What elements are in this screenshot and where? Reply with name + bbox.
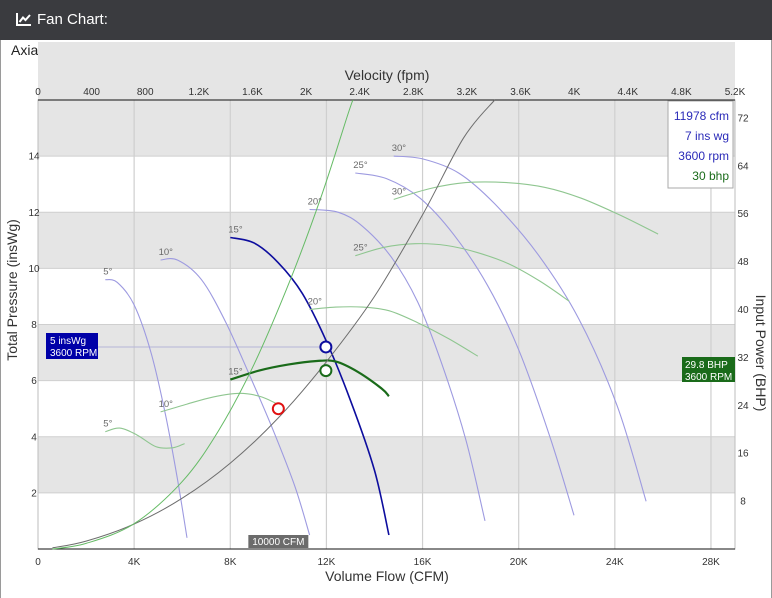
y-tick-label: 14 [28, 152, 40, 163]
x-tick-label: 0 [35, 557, 41, 568]
pressure-curve-label: 30° [392, 143, 407, 154]
duty-point [271, 402, 285, 416]
x2-tick-label: 4.8K [671, 87, 692, 98]
power-flag-line1: 29.8 BHP [685, 360, 728, 371]
pressure-curve [309, 208, 486, 522]
pressure-curve [355, 172, 575, 516]
power-curve-label: 25° [353, 243, 368, 254]
y-tick-label: 8 [31, 320, 37, 331]
x-tick-label: 12K [318, 557, 336, 568]
pressure-curve-label: 10° [159, 247, 174, 258]
power-curve [160, 392, 284, 413]
operating-power-point [319, 364, 333, 378]
y-tick-label: 12 [28, 208, 40, 219]
max_power-curve [52, 99, 354, 550]
y-tick-label: 10 [28, 264, 40, 275]
y2-tick-label: 64 [737, 161, 749, 172]
x-tick-label: 8K [224, 557, 237, 568]
x-tick-label: 4K [128, 557, 141, 568]
operating-pressure-point [319, 340, 333, 354]
power-curve-label: 5° [103, 419, 112, 430]
power-curve [355, 243, 570, 302]
system-curve [52, 99, 496, 549]
y-tick-label: 2 [31, 488, 37, 499]
velocity-axis-band [38, 42, 735, 100]
pressure-curve-label: 15° [228, 225, 243, 236]
info-inswg: 7 ins wg [685, 129, 729, 143]
chart-header: Fan Chart: [0, 0, 772, 40]
power-flag: 29.8 BHP 3600 RPM [682, 357, 735, 383]
y2-tick-label: 40 [737, 305, 749, 316]
x2-tick-label: 0 [35, 87, 41, 98]
pressure-flag-line2: 3600 RPM [50, 348, 97, 359]
header-title: Fan Chart: [37, 11, 108, 28]
y2-tick-label: 8 [740, 497, 746, 508]
y2-axis-label: Input Power (BHP) [753, 295, 769, 412]
grid-band [38, 324, 735, 381]
line-chart-icon [16, 13, 31, 26]
y-tick-label: 4 [31, 432, 37, 443]
info-rpm: 3600 rpm [678, 149, 729, 163]
y2-tick-label: 24 [737, 401, 749, 412]
power-curve-label: 10° [159, 399, 174, 410]
x-tick-label: 24K [606, 557, 624, 568]
x2-tick-label: 2.4K [349, 87, 370, 98]
x-tick-label: 28K [702, 557, 720, 568]
x2-axis-label: Velocity (fpm) [345, 67, 430, 83]
x2-tick-label: 4K [568, 87, 581, 98]
flow-flag-label: 10000 CFM [252, 537, 304, 548]
grid-band [38, 212, 735, 269]
y2-tick-label: 32 [737, 353, 749, 364]
x2-tick-label: 1.6K [242, 87, 263, 98]
pressure-curve [160, 257, 311, 536]
x-axis-label: Volume Flow (CFM) [325, 568, 449, 584]
pressure-curve-label: 20° [308, 196, 323, 207]
pressure-flag-line1: 5 insWg [50, 336, 86, 347]
x2-tick-label: 400 [83, 87, 100, 98]
pressure-curve [230, 236, 390, 536]
power-curve [393, 181, 659, 235]
y2-tick-label: 16 [737, 449, 749, 460]
power-flag-line2: 3600 RPM [685, 372, 732, 383]
y2-tick-label: 48 [737, 257, 749, 268]
pressure-curve-label: 25° [353, 160, 368, 171]
pressure-flag: 5 insWg 3600 RPM [46, 333, 98, 359]
panel-border-left [0, 40, 1, 598]
info-cfm: 11978 cfm [674, 109, 729, 123]
fan-chart: 5° 10° 15° 20° 25° 30° 5° 10° 20° 25° 30° 15° 0 4K 8K… [4, 42, 769, 584]
pressure-curve-label: 5° [103, 267, 112, 278]
x2-tick-label: 5.2K [725, 87, 746, 98]
x2-tick-label: 2K [300, 87, 313, 98]
power-curve [309, 306, 479, 357]
flow-flag: 10000 CFM [248, 535, 309, 548]
selected_power-curve-label: 15° [228, 367, 243, 378]
pressure-curve [393, 155, 647, 502]
x2-tick-label: 800 [137, 87, 154, 98]
x-tick-label: 20K [510, 557, 528, 568]
x2-tick-label: 3.6K [510, 87, 531, 98]
x2-tick-label: 3.2K [457, 87, 478, 98]
pressure-curve [105, 279, 188, 538]
x2-tick-label: 2.8K [403, 87, 424, 98]
power-curve-label: 30° [392, 186, 407, 197]
y-tick-label: 6 [31, 376, 37, 387]
y2-tick-label: 56 [737, 209, 749, 220]
x-tick-label: 16K [414, 557, 432, 568]
x2-tick-label: 1.2K [189, 87, 210, 98]
power-curve [105, 427, 185, 449]
operating-info-box: 11978 cfm 7 ins wg 3600 rpm 30 bhp [667, 100, 734, 189]
x2-tick-label: 4.4K [617, 87, 638, 98]
grid-band [38, 100, 735, 157]
y2-tick-label: 72 [737, 113, 749, 124]
info-bhp: 30 bhp [692, 169, 729, 183]
power-curve-label: 20° [308, 297, 323, 308]
y-axis-label: Total Pressure (insWg) [4, 219, 20, 361]
